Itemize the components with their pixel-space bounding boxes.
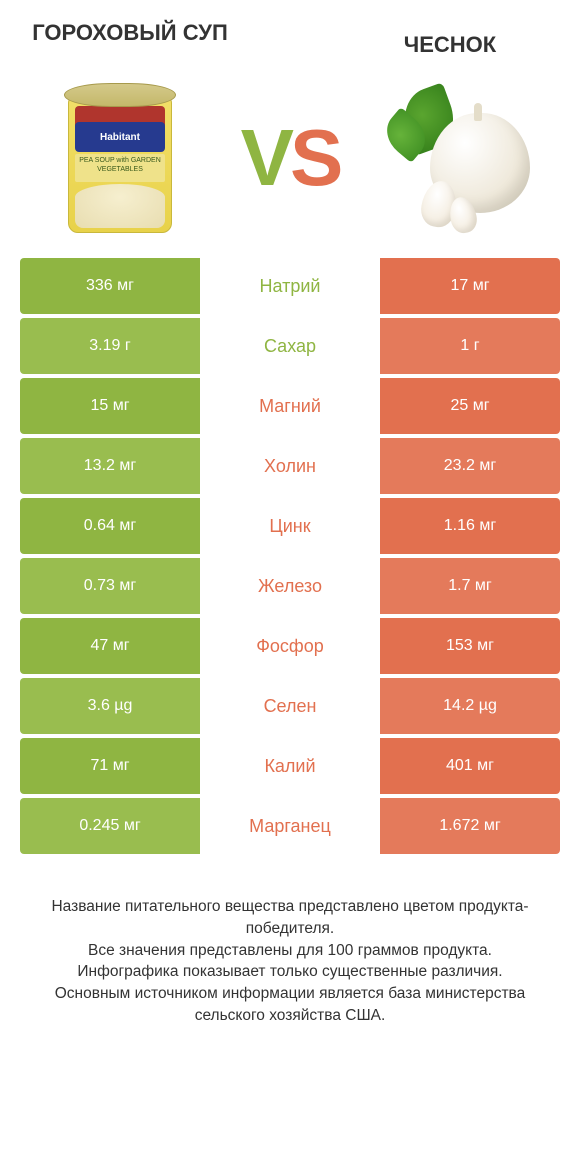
left-value-cell: 3.6 µg (20, 678, 200, 734)
vs-label: VS (241, 118, 340, 198)
right-value-cell: 14.2 µg (380, 678, 560, 734)
images-row: Habitant PEA SOUP with GARDEN VEGETABLES… (0, 68, 580, 258)
right-value-cell: 25 мг (380, 378, 560, 434)
left-value-cell: 0.245 мг (20, 798, 200, 854)
right-value-cell: 1.672 мг (380, 798, 560, 854)
table-row: 47 мгФосфор153 мг (20, 618, 560, 674)
table-row: 15 мгМагний25 мг (20, 378, 560, 434)
table-row: 3.6 µgСелен14.2 µg (20, 678, 560, 734)
nutrient-label: Марганец (200, 798, 380, 854)
right-product-title: Чеснок (350, 20, 550, 58)
table-row: 0.73 мгЖелезо1.7 мг (20, 558, 560, 614)
right-value-cell: 401 мг (380, 738, 560, 794)
left-value-cell: 336 мг (20, 258, 200, 314)
left-value-cell: 13.2 мг (20, 438, 200, 494)
header: Гороховый суп Чеснок (0, 0, 580, 68)
left-product-image: Habitant PEA SOUP with GARDEN VEGETABLES (40, 78, 200, 238)
footnote-line: Название питательного вещества представл… (28, 896, 552, 939)
comparison-table: 336 мгНатрий17 мг3.19 гСахар1 г15 мгМагн… (0, 258, 580, 858)
vs-v: V (241, 118, 290, 198)
nutrient-label: Селен (200, 678, 380, 734)
garlic-icon (380, 83, 540, 233)
table-row: 336 мгНатрий17 мг (20, 258, 560, 314)
can-text-label: PEA SOUP with GARDEN VEGETABLES (75, 154, 165, 182)
right-value-cell: 1.7 мг (380, 558, 560, 614)
soup-can-icon: Habitant PEA SOUP with GARDEN VEGETABLES (60, 83, 180, 233)
table-row: 13.2 мгХолин23.2 мг (20, 438, 560, 494)
nutrient-label: Холин (200, 438, 380, 494)
nutrient-label: Магний (200, 378, 380, 434)
footnote-line: Основным источником информации является … (28, 983, 552, 1026)
footnote: Название питательного вещества представл… (0, 858, 580, 1026)
left-value-cell: 15 мг (20, 378, 200, 434)
nutrient-label: Сахар (200, 318, 380, 374)
left-value-cell: 3.19 г (20, 318, 200, 374)
right-value-cell: 23.2 мг (380, 438, 560, 494)
can-brand-label: Habitant (75, 122, 165, 152)
left-product-title: Гороховый суп (30, 20, 230, 46)
left-value-cell: 47 мг (20, 618, 200, 674)
vs-s: S (290, 118, 339, 198)
right-product-image (380, 78, 540, 238)
nutrient-label: Фосфор (200, 618, 380, 674)
table-row: 0.64 мгЦинк1.16 мг (20, 498, 560, 554)
right-value-cell: 1.16 мг (380, 498, 560, 554)
left-value-cell: 0.73 мг (20, 558, 200, 614)
table-row: 0.245 мгМарганец1.672 мг (20, 798, 560, 854)
left-value-cell: 0.64 мг (20, 498, 200, 554)
footnote-line: Инфографика показывает только существенн… (28, 961, 552, 983)
nutrient-label: Натрий (200, 258, 380, 314)
table-row: 3.19 гСахар1 г (20, 318, 560, 374)
right-value-cell: 1 г (380, 318, 560, 374)
nutrient-label: Железо (200, 558, 380, 614)
right-value-cell: 153 мг (380, 618, 560, 674)
left-value-cell: 71 мг (20, 738, 200, 794)
nutrient-label: Калий (200, 738, 380, 794)
table-row: 71 мгКалий401 мг (20, 738, 560, 794)
right-value-cell: 17 мг (380, 258, 560, 314)
nutrient-label: Цинк (200, 498, 380, 554)
footnote-line: Все значения представлены для 100 граммо… (28, 940, 552, 962)
